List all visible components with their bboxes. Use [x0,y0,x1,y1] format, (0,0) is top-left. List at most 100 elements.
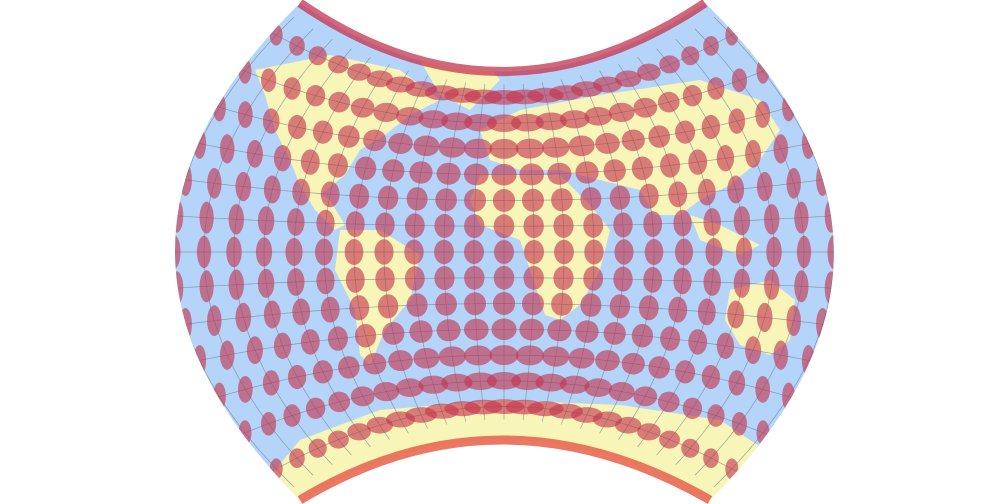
tissot-ellipse [643,211,663,238]
tissot-ellipse [559,110,590,129]
tissot-ellipse [178,163,192,196]
tissot-ellipse [283,404,301,427]
tissot-ellipse [175,271,184,306]
tissot-ellipse [257,206,275,236]
tissot-ellipse [300,149,320,175]
tissot-ellipse [199,270,214,303]
tissot-ellipse [658,91,680,113]
tissot-ellipse [631,323,654,348]
tissot-ellipse [583,213,604,238]
tissot-ellipse [492,189,516,212]
tissot-ellipse [638,183,659,209]
tissot-ellipse [731,412,748,436]
tissot-ellipse [824,271,834,306]
tissot-ellipse [615,70,642,88]
tissot-ellipse [246,336,263,365]
tissot-ellipse [464,318,489,341]
tissot-ellipse [716,145,735,172]
tissot-ellipse [701,364,721,390]
tissot-ellipse [580,187,602,211]
tissot-ellipse [486,372,522,390]
tissot-ellipse [489,345,519,366]
tissot-ellipse [257,268,275,298]
tissot-ellipse [320,181,340,208]
tissot-ellipse [648,125,670,148]
tissot-ellipse [178,308,192,341]
tissot-ellipse [355,323,377,348]
tissot-ellipse [262,108,280,134]
tissot-ellipse [350,97,375,118]
tissot-ellipse [660,326,681,351]
tissot-ellipse [287,268,305,296]
tissot-ellipse [575,161,599,184]
tissot-ellipse [733,206,751,236]
tissot-ellipse [464,292,486,316]
tissot-ellipse [764,204,780,235]
tissot-ellipse [262,370,280,396]
tissot-ellipse [349,295,370,321]
tissot-ellipse [608,102,635,122]
tissot-ellipse [435,188,457,212]
tissot-ellipse [377,185,399,210]
tissot-ellipse [207,167,222,199]
tissot-ellipse [773,134,789,164]
tissot-ellipse [338,125,360,148]
tissot-ellipse [703,448,719,468]
tissot-ellipse [269,24,283,46]
tissot-ellipse [609,294,631,319]
tissot-ellipse [554,239,574,265]
tissot-ellipse [320,296,340,323]
tissot-ellipse [603,159,626,183]
tissot-ellipse [418,110,449,129]
tissot-ellipse [816,308,830,341]
tissot-ellipse [735,237,753,267]
tissot-ellipse [382,159,405,183]
tissot-ellipse [614,239,634,265]
tissot-ellipse [464,214,485,239]
tissot-ellipse [519,318,544,341]
tissot-ellipse [824,199,834,233]
tissot-ellipse [436,162,461,185]
tissot-ellipse [328,91,351,113]
tissot-ellipse [347,63,371,81]
tissot-ellipse [673,209,692,237]
tissot-ellipse [388,132,413,154]
tissot-ellipse [347,423,371,441]
tissot-ellipse [658,391,680,413]
tissot-ellipse [355,156,377,181]
tissot-ellipse [727,300,745,329]
tissot-ellipse [553,266,574,291]
tissot-ellipse [688,329,708,355]
tissot-ellipse [285,238,303,266]
tissot-ellipse [816,163,830,196]
tissot-ellipse [287,114,307,140]
tissot-ellipse [328,55,349,74]
tissot-ellipse [175,199,184,233]
tissot-ellipse [396,378,424,398]
tissot-ellipse [551,188,573,212]
tissot-ellipse [535,373,567,392]
tissot-ellipse [515,345,545,366]
tissot-ellipse [703,208,721,236]
tissot-ellipse [235,302,252,333]
tissot-ellipse [349,183,370,209]
tissot-ellipse [796,235,812,269]
tissot-ellipse [535,112,567,131]
tissot-ellipse [675,120,696,144]
tissot-ellipse [409,320,433,343]
tissot-ellipse [568,135,595,157]
tissot-ellipse [491,163,517,186]
tissot-ellipse [196,235,212,269]
tissot-ellipse [511,372,544,391]
tissot-ellipse [756,302,773,333]
tissot-ellipse [228,204,244,235]
tissot-ellipse [524,240,544,264]
tissot-ellipse [328,430,349,449]
tissot-ellipse [584,239,604,265]
tissot-ellipse [212,382,226,411]
tissot-ellipse [350,386,375,407]
tissot-ellipse [375,212,395,238]
tissot-ellipse [794,201,809,234]
tissot-ellipse [409,161,433,184]
